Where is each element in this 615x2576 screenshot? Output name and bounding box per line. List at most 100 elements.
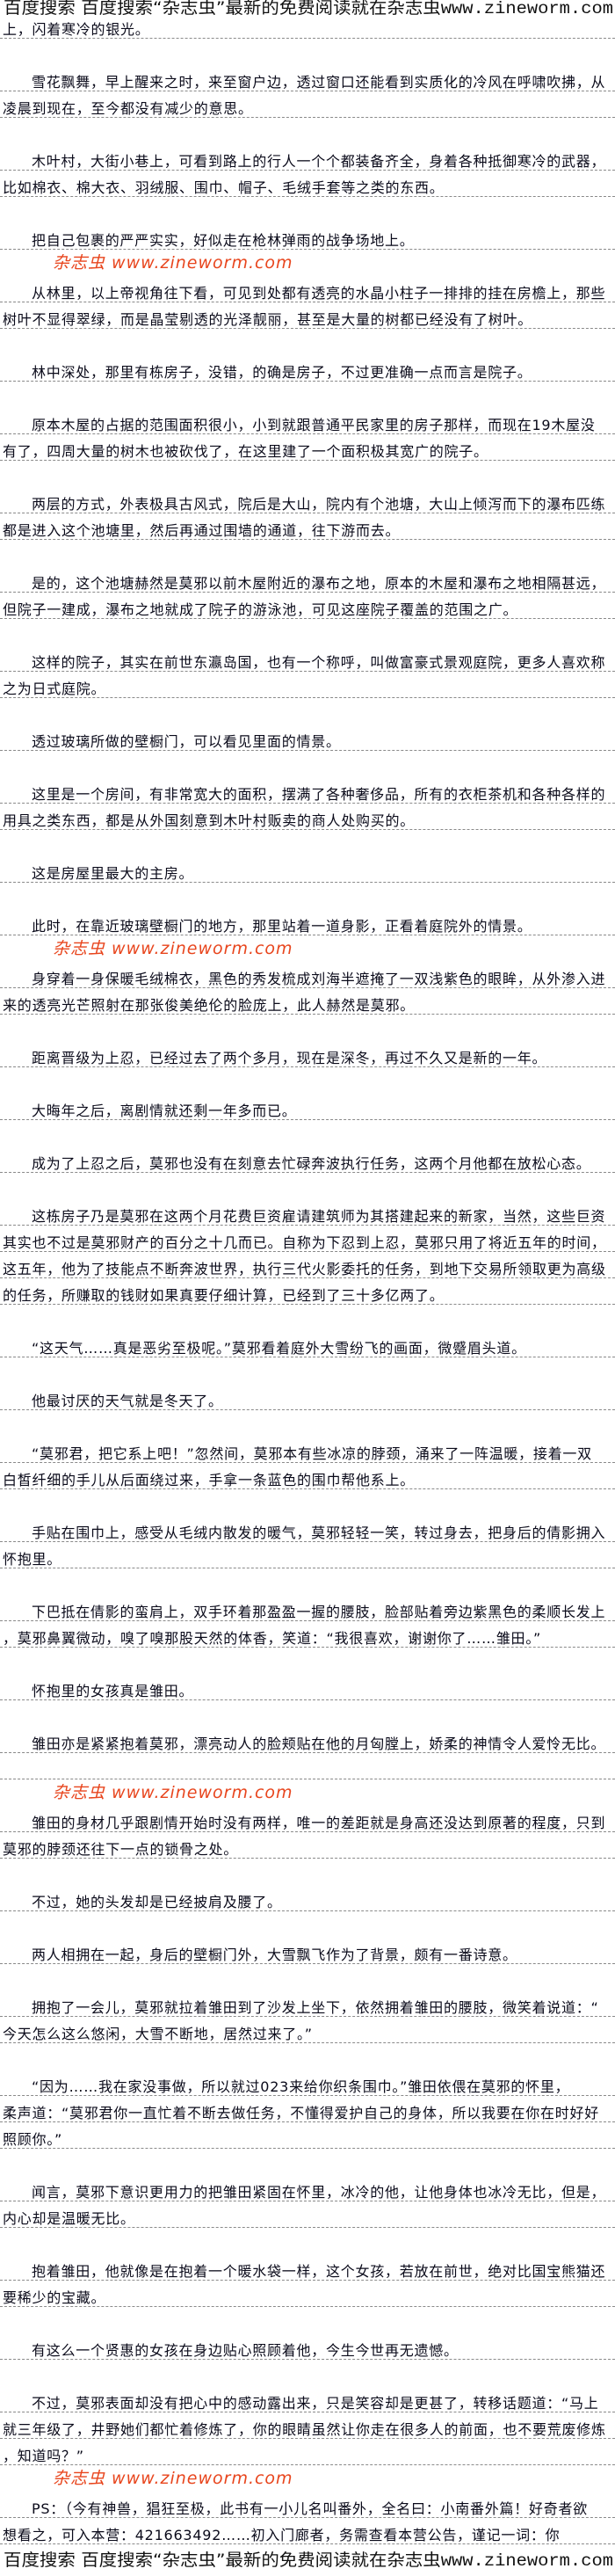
paragraph-gap xyxy=(0,1305,615,1331)
text-line: 就三年级了，井野她们都忙着修炼了，你的眼睛虽然让你走在很多人的前面，也不要荒废修… xyxy=(0,2412,615,2439)
paragraph-gap xyxy=(0,830,615,856)
text-line: 身穿着一身保暖毛绒棉衣，黑色的秀发梳成刘海半遮掩了一双浅紫色的眼眸，从外渗入进 xyxy=(0,962,615,988)
paragraph: 这是房屋里最大的主房。 xyxy=(0,856,615,883)
paragraph-gap xyxy=(0,1859,615,1885)
paragraph-gap xyxy=(0,2043,615,2070)
line-text: 凌晨到现在，至今都没有减少的意思。 xyxy=(3,100,253,117)
paragraph-gap xyxy=(0,2149,615,2175)
text-line: 原本木屋的占据的范围面积很小，小到就跟普通平民家里的房子那样，而现在19木屋没 xyxy=(0,408,615,434)
paragraph-gap xyxy=(0,1489,615,1516)
watermark: 杂志虫 www.zineworm.com xyxy=(53,939,293,958)
paragraph: “因为……我在家没事做，所以就过023来给你织条围巾。”雏田依偎在莫邪的怀里， 柔… xyxy=(0,2070,615,2149)
text-line: 抱着雏田，他就像是在抱着一个暖水袋一样，这个女孩，若放在前世，绝对比国宝熊猫还 xyxy=(0,2254,615,2281)
banner-url[interactable]: www.zineworm.com xyxy=(440,0,614,18)
paragraph-gap xyxy=(0,2360,615,2386)
banner-prefix: 百度搜索 百度搜索“杂志虫”最新的免费阅读就在杂志虫 xyxy=(4,0,441,18)
line-text: 这样的院子，其实在前世东瀛岛国，也有一个称呼，叫做富豪式景观庭院，更多人喜欢称 xyxy=(32,654,606,671)
line-text: 下巴抵在倩影的蛮肩上，双手环着那盈盈一握的腰肢，脸部贴着旁边紫黑色的柔顺长发上 xyxy=(32,1604,606,1620)
paragraph-gap xyxy=(0,1911,615,1938)
paragraph: 两层的方式，外表极具古风式，院后是大山，院内有个池塘，大山上倾泻而下的瀑布匹练都… xyxy=(0,487,615,540)
text-line: “因为……我在家没事做，所以就过023来给你织条围巾。”雏田依偎在莫邪的怀里， xyxy=(0,2070,615,2096)
paragraph-gap xyxy=(0,118,615,144)
paragraph: PS：（今有神兽，猖狂至极，此书有一小儿名叫番外，全名曰：小南番外篇！好奇者欲想… xyxy=(0,2492,615,2544)
text-line: 怀抱里的女孩真是雏田。 xyxy=(0,1674,615,1700)
line-text: 抱着雏田，他就像是在抱着一个暖水袋一样，这个女孩，若放在前世，绝对比国宝熊猫还 xyxy=(32,2263,606,2280)
text-line: 两层的方式，外表极具古风式，院后是大山，院内有个池塘，大山上倾泻而下的瀑布匹练 xyxy=(0,487,615,513)
text-line: 树叶不显得翠绿，而是晶莹剔透的光泽靓丽，甚至是大量的树都已经没有了树叶。 xyxy=(0,302,615,329)
text-line xyxy=(0,1753,615,1779)
text-line: 柔声道：“莫邪君你一直忙着不断去做任务，不懂得爱护自己的身体，所以我要在你在时好… xyxy=(0,2096,615,2122)
text-line: “这天气……真是恶劣至极呢。”莫邪看着庭外大雪纷飞的画面，微蹙眉头道。 xyxy=(0,1331,615,1357)
paragraph-gap xyxy=(0,197,615,223)
text-line: 不过，她的头发却是已经披肩及腰了。 xyxy=(0,1885,615,1911)
line-text: 其实也不过是莫邪财产的百分之十几而已。自称为下忍到上忍，莫邪只用了将近五年的时间… xyxy=(3,1234,606,1251)
line-text: 莫邪的脖颈还往下一点的锁骨之处。 xyxy=(3,1841,239,1858)
paragraph: 此时，在靠近玻璃壁橱门的地方，那里站着一道身影，正看着庭院外的情景。 xyxy=(0,909,615,935)
text-line: 他最讨厌的天气就是冬天了。 xyxy=(0,1384,615,1410)
paragraph: 怀抱里的女孩真是雏田。 xyxy=(0,1674,615,1700)
text-line: 透过玻璃所做的壁橱门，可以看见里面的情景。 xyxy=(0,724,615,751)
line-text: 雏田亦是紧紧抱着莫邪，漂亮动人的脸颊贴在他的月匈膛上，娇柔的神情令人爱怜无比。 xyxy=(32,1736,606,1752)
line-text: 都是进入这个池塘里，然后再通过围墙的通道，往下游而去。 xyxy=(3,522,401,539)
paragraph: 有这么一个贤惠的女孩在身边贴心照顾着他，今生今世再无遗憾。 xyxy=(0,2333,615,2360)
banner-prefix: 百度搜索 百度搜索“杂志虫”最新的免费阅读就在杂志虫 xyxy=(4,2551,441,2570)
paragraph-gap xyxy=(0,540,615,566)
line-text: 照顾你。” xyxy=(3,2131,63,2148)
paragraph-gap xyxy=(0,751,615,777)
text-line: 闻言，莫邪下意识更用力的把雏田紧固在怀里，冰冷的他，让他身体也冰冷无比，但是， xyxy=(0,2175,615,2201)
paragraph: 他最讨厌的天气就是冬天了。 xyxy=(0,1384,615,1410)
line-text: 比如棉衣、棉大衣、羽绒服、围巾、帽子、毛绒手套等之类的东西。 xyxy=(3,179,445,196)
text-line: ，莫邪鼻翼微动，嗅了嗅那股天然的体香，笑道：“我很喜欢，谢谢你了……雏田。” xyxy=(0,1621,615,1648)
line-text: 从林里，以上帝视角往下看，可见到处都有透亮的水晶小柱子一排排的挂在房檐上，那些 xyxy=(32,285,606,302)
line-text: 用具之类东西，都是从外国刻意到木叶村贩卖的商人处购买的。 xyxy=(3,812,416,829)
line-text: 树叶不显得翠绿，而是晶莹剔透的光泽靓丽，甚至是大量的树都已经没有了树叶。 xyxy=(3,311,533,328)
paragraph: 这栋房子乃是莫邪在这两个月花费巨资雇请建筑师为其搭建起来的新家，当然，这些巨资其… xyxy=(0,1199,615,1305)
line-text: PS：（今有神兽，猖狂至极，此书有一小儿名叫番外，全名曰：小南番外篇！好奇者欲 xyxy=(32,2500,589,2517)
text-line: ，知道吗？” xyxy=(0,2439,615,2465)
line-text: 成为了上忍之后，莫邪也没有在刻意去忙碌奔波执行任务，这两个月他都在放松心态。 xyxy=(32,1155,591,1172)
line-text: “这天气……真是恶劣至极呢。”莫邪看着庭外大雪纷飞的画面，微蹙眉头道。 xyxy=(32,1340,526,1357)
paragraph: 不过，莫邪表面却没有把心中的感动露出来，只是笑容却是更甚了，转移话题道：“马上就… xyxy=(0,2386,615,2465)
paragraph: “莫邪君，把它系上吧！”忽然间，莫邪本有些冰凉的脖颈，涌来了一阵温暖，接着一双白… xyxy=(0,1437,615,1489)
text-line: 都是进入这个池塘里，然后再通过围墙的通道，往下游而去。 xyxy=(0,513,615,540)
paragraph-gap xyxy=(0,1173,615,1199)
paragraph: 这里是一个房间，有非常宽大的面积，摆满了各种奢侈品，所有的衣柜茶机和各种各样的用… xyxy=(0,777,615,830)
text-line: 从林里，以上帝视角往下看，可见到处都有透亮的水晶小柱子一排排的挂在房檐上，那些 xyxy=(0,276,615,302)
paragraph-gap: 杂志虫 www.zineworm.com xyxy=(0,250,615,276)
line-text: 之为日式庭院。 xyxy=(3,680,106,697)
paragraph: 成为了上忍之后，莫邪也没有在刻意去忙碌奔波执行任务，这两个月他都在放松心态。 xyxy=(0,1146,615,1173)
paragraph-gap xyxy=(0,1568,615,1595)
paragraph: 从林里，以上帝视角往下看，可见到处都有透亮的水晶小柱子一排排的挂在房檐上，那些树… xyxy=(0,276,615,329)
watermark: 杂志虫 www.zineworm.com xyxy=(53,2469,293,2488)
paragraph-gap xyxy=(0,1700,615,1727)
line-text: 他最讨厌的天气就是冬天了。 xyxy=(32,1393,223,1409)
text-line: 这栋房子乃是莫邪在这两个月花费巨资雇请建筑师为其搭建起来的新家，当然，这些巨资 xyxy=(0,1199,615,1226)
text-line: 有这么一个贤惠的女孩在身边贴心照顾着他，今生今世再无遗憾。 xyxy=(0,2333,615,2360)
watermark: 杂志虫 www.zineworm.com xyxy=(53,1783,293,1802)
banner-text: 百度搜索 百度搜索“杂志虫”最新的免费阅读就在杂志虫www.zineworm.c… xyxy=(4,0,613,19)
paragraph-gap xyxy=(0,1120,615,1146)
banner-text: 百度搜索 百度搜索“杂志虫”最新的免费阅读就在杂志虫www.zineworm.c… xyxy=(4,2550,613,2572)
line-text: 不过，莫邪表面却没有把心中的感动露出来，只是笑容却是更甚了，转移话题道：“马上 xyxy=(32,2395,599,2412)
paragraph: 雏田亦是紧紧抱着莫邪，漂亮动人的脸颊贴在他的月匈膛上，娇柔的神情令人爱怜无比。 xyxy=(0,1727,615,1779)
line-text: 把自己包裹的严严实实，好似走在枪林弹雨的战争场地上。 xyxy=(32,232,415,249)
text-line: 大晦年之后，离剧情就还剩一年多而已。 xyxy=(0,1094,615,1120)
paragraph: 下巴抵在倩影的蛮肩上，双手环着那盈盈一握的腰肢，脸部贴着旁边紫黑色的柔顺长发上 ，… xyxy=(0,1595,615,1648)
text-line: 今天怎么这么悠闲，大雪不断地，居然过来了。” xyxy=(0,2017,615,2043)
text-line: 雪花飘舞，早上醒来之时，来至窗户边，透过窗口还能看到实质化的冷风在呼啸吹拂，从 xyxy=(0,65,615,91)
text-line: 之为日式庭院。 xyxy=(0,672,615,698)
text-line: 怀抱里。 xyxy=(0,1542,615,1568)
line-text: “因为……我在家没事做，所以就过023来给你织条围巾。”雏田依偎在莫邪的怀里， xyxy=(32,2078,570,2095)
line-text: 两人相拥在一起，身后的壁橱门外，大雪飘飞作为了背景，颇有一番诗意。 xyxy=(32,1947,517,1963)
top-banner[interactable]: 百度搜索 百度搜索“杂志虫”最新的免费阅读就在杂志虫www.zineworm.c… xyxy=(4,0,615,18)
paragraph-gap xyxy=(0,1648,615,1674)
line-text: 雪花飘舞，早上醒来之时，来至窗户边，透过窗口还能看到实质化的冷风在呼啸吹拂，从 xyxy=(32,74,606,91)
bottom-banner[interactable]: 百度搜索 百度搜索“杂志虫”最新的免费阅读就在杂志虫www.zineworm.c… xyxy=(4,2550,615,2571)
banner-url[interactable]: www.zineworm.com xyxy=(440,2551,614,2571)
text-line: 雏田亦是紧紧抱着莫邪，漂亮动人的脸颊贴在他的月匈膛上，娇柔的神情令人爱怜无比。 xyxy=(0,1727,615,1753)
text-line: 白皙纤细的手儿从后面绕过来，手拿一条蓝色的围巾帮他系上。 xyxy=(0,1463,615,1489)
paragraph: 大晦年之后，离剧情就还剩一年多而已。 xyxy=(0,1094,615,1120)
watermark: 杂志虫 www.zineworm.com xyxy=(53,253,293,273)
paragraph-gap xyxy=(0,698,615,724)
text-line: 内心却是温暖无比。 xyxy=(0,2201,615,2228)
